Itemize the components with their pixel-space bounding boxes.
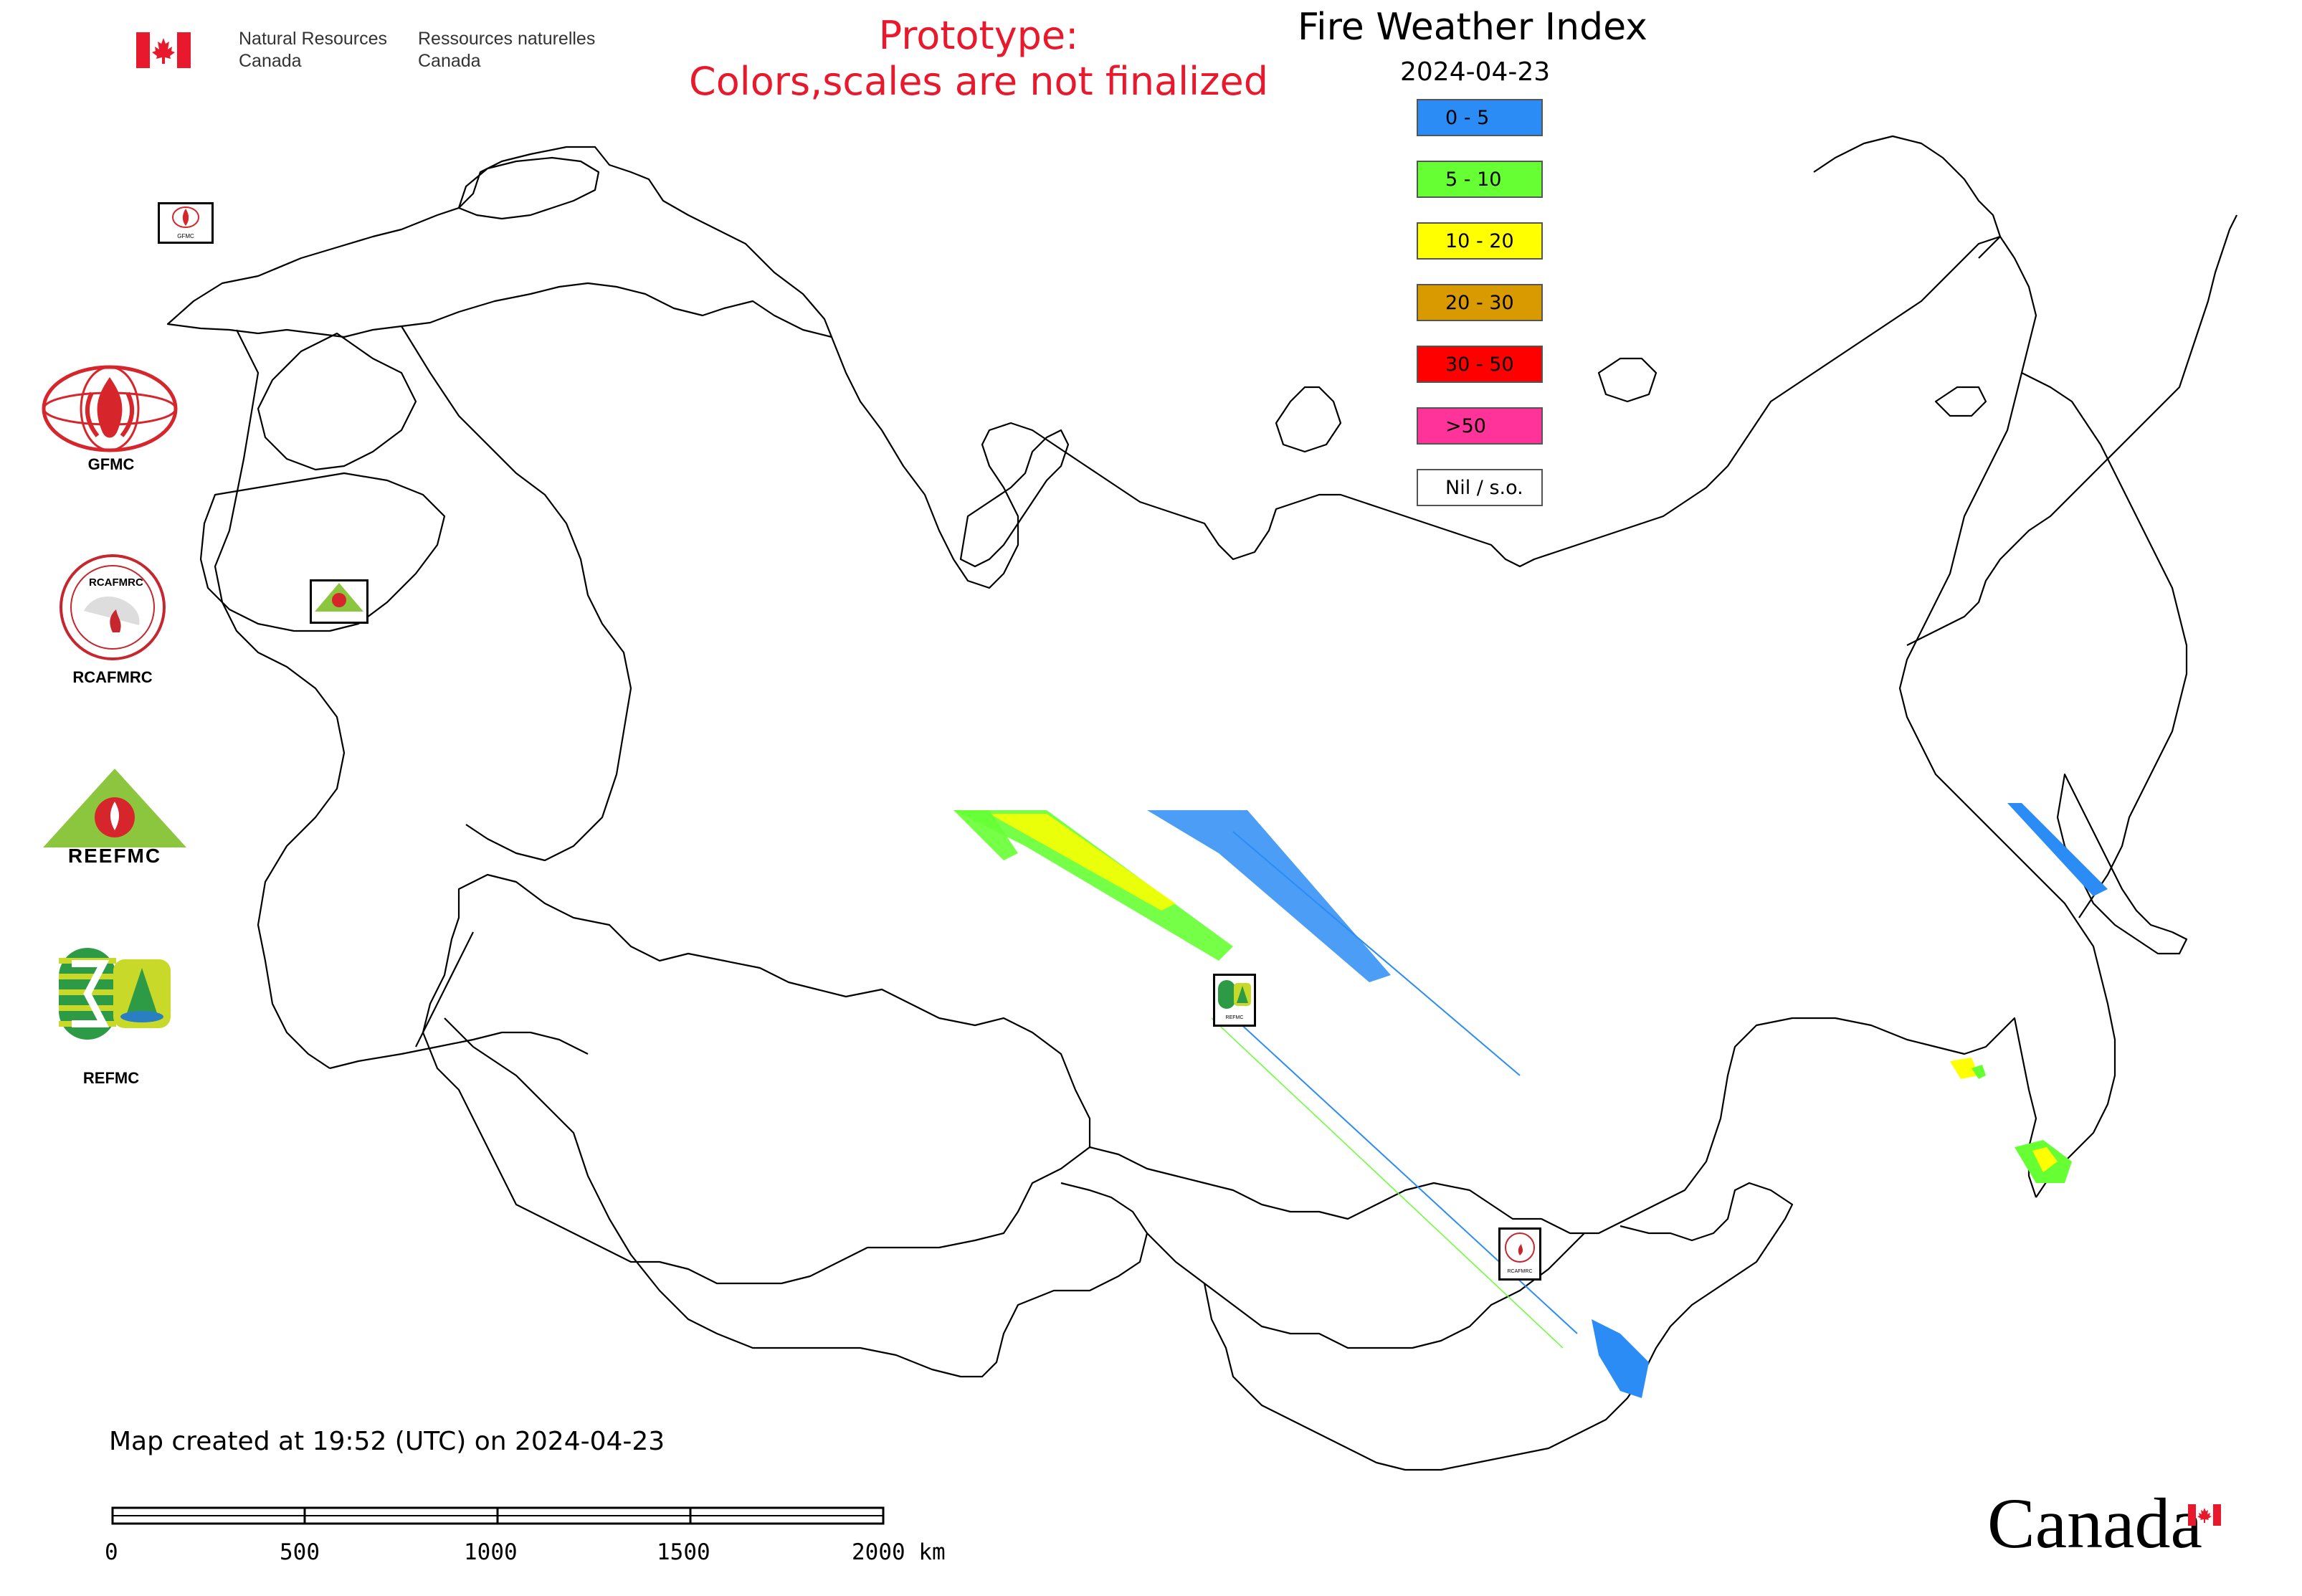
rcafmrc-marker-text: RCAFMRC (1507, 1269, 1533, 1274)
russia-south-boundary (1089, 1017, 2037, 1235)
org-label-refmc: REFMC (82, 1069, 140, 1087)
kamchatka-peninsula (2021, 372, 2188, 918)
agency-name-fr: Ressources naturelles Canada (418, 28, 595, 72)
scandinavia-boundary (166, 146, 833, 338)
scale-tick-1500: 1500 (657, 1539, 710, 1565)
mongolia-boundary (1146, 1232, 1585, 1349)
far-east-coast-boundary (1964, 802, 2116, 1198)
fwi-band-amur-green (1972, 1065, 1986, 1079)
agency-en-line1: Natural Resources (239, 29, 388, 49)
fwi-band-primorye-yellow (2032, 1147, 2058, 1172)
fwi-band-5-10 (953, 810, 1233, 961)
fwi-streak-2 (1218, 1003, 1578, 1334)
okhotsk-coast-boundary (1898, 236, 2037, 804)
agency-fr-line1: Ressources naturelles (418, 29, 596, 49)
fwi-streak-1 (1232, 831, 1521, 1076)
agency-fr-line2: Canada (418, 51, 481, 71)
legend-label: Nil / s.o. (1445, 476, 1523, 499)
belarus-ukraine-boundary (199, 472, 446, 632)
scale-tick-0: 0 (105, 1539, 118, 1565)
legend-item-0-5: 0 - 5 (1417, 99, 1543, 136)
legend-item-20-30: 20 - 30 (1417, 284, 1543, 321)
kola-boundary (457, 156, 600, 220)
map-title: Fire Weather Index (1298, 6, 1647, 49)
legend-label: 0 - 5 (1445, 106, 1490, 129)
legend-label: 5 - 10 (1445, 168, 1502, 191)
novaya-zemlya (959, 429, 1070, 568)
boundaries (166, 135, 2237, 1471)
refmc-marker-text: REFMC (1225, 1015, 1244, 1020)
legend-label: 10 - 20 (1445, 229, 1514, 252)
refmc-map-marker: REFMC (1213, 974, 1256, 1027)
canada-wordmark: Canada (1987, 1484, 2231, 1577)
map-date: 2024-04-23 (1400, 57, 1551, 87)
fwi-band-okhotsk (2007, 803, 2108, 896)
new-siberian-islands (1597, 357, 1657, 403)
legend-item-5-10: 5 - 10 (1417, 161, 1543, 198)
fwi-data-layer (953, 803, 2108, 1398)
legend-item-nil: Nil / s.o. (1417, 469, 1543, 506)
rcafmrc-logo: RCAFMRC (59, 554, 166, 661)
map-created-note: Map created at 19:52 (UTC) on 2024-04-23 (109, 1427, 665, 1456)
refmc-logo (59, 948, 171, 1040)
rcafmrc-logo-text: RCAFMRC (89, 576, 143, 589)
legend-item-over-50: >50 (1417, 407, 1543, 445)
fwi-band-5-10-west (953, 810, 1018, 860)
chukotka-boundary (1813, 135, 2002, 259)
wrangel-island (1934, 386, 1987, 417)
legend-label: >50 (1445, 414, 1486, 437)
agency-name-en: Natural Resources Canada (239, 28, 387, 72)
kamchatka-boundary (1906, 214, 2237, 646)
reefmc-logo: REEFMC (39, 767, 190, 868)
fwi-band-0-5 (1147, 810, 1391, 982)
severnaya-zemlya (1275, 386, 1342, 453)
russia-west-boundary (401, 326, 632, 862)
gfmc-marker-text: GFMC (177, 233, 194, 239)
scale-tick-2000: 2000 km (852, 1539, 946, 1565)
central-asia-boundary (444, 1017, 1148, 1378)
agency-en-line2: Canada (239, 51, 302, 71)
caucasus-boundary (329, 1031, 589, 1070)
caspian-boundary (415, 931, 474, 1048)
kazakhstan-boundary (422, 873, 1091, 1285)
baltics-boundary (257, 332, 417, 471)
legend-label: 20 - 30 (1445, 291, 1514, 314)
gfmc-logo (42, 364, 178, 453)
scale-bar (111, 1506, 885, 1525)
eastern-europe-boundary (214, 329, 346, 1069)
fwi-band-10-20 (989, 814, 1176, 911)
scale-tick-1000: 1000 (464, 1539, 518, 1565)
fwi-streak-3 (1211, 1017, 1564, 1349)
legend-item-30-50: 30 - 50 (1417, 346, 1543, 383)
canada-flag-icon (136, 32, 191, 68)
org-label-rcafmrc: RCAFMRC (72, 668, 153, 686)
legend-item-10-20: 10 - 20 (1417, 222, 1543, 260)
fwi-band-amur (1950, 1058, 1979, 1079)
rcafmrc-map-marker: RCAFMRC (1498, 1227, 1541, 1281)
canada-wordmark-flag-icon (2188, 1504, 2221, 1526)
reefmc-logo-text: REEFMC (67, 845, 162, 867)
legend-label: 30 - 50 (1445, 353, 1514, 376)
fwi-band-southeast (1592, 1319, 1649, 1398)
prototype-line1: Prototype: (878, 13, 1079, 58)
scale-tick-500: 500 (280, 1539, 320, 1565)
arctic-coast-boundary (830, 235, 2001, 589)
org-label-gfmc: GFMC (87, 455, 135, 473)
prototype-line2: Colors,scales are not finalized (689, 59, 1268, 104)
prototype-notice: Prototype: Colors,scales are not finaliz… (667, 13, 1290, 105)
canada-wordmark-text: Canada (1987, 1483, 2202, 1563)
reefmc-map-marker (310, 579, 368, 624)
gfmc-map-marker: GFMC (158, 202, 214, 244)
china-boundary (1203, 1182, 1794, 1471)
